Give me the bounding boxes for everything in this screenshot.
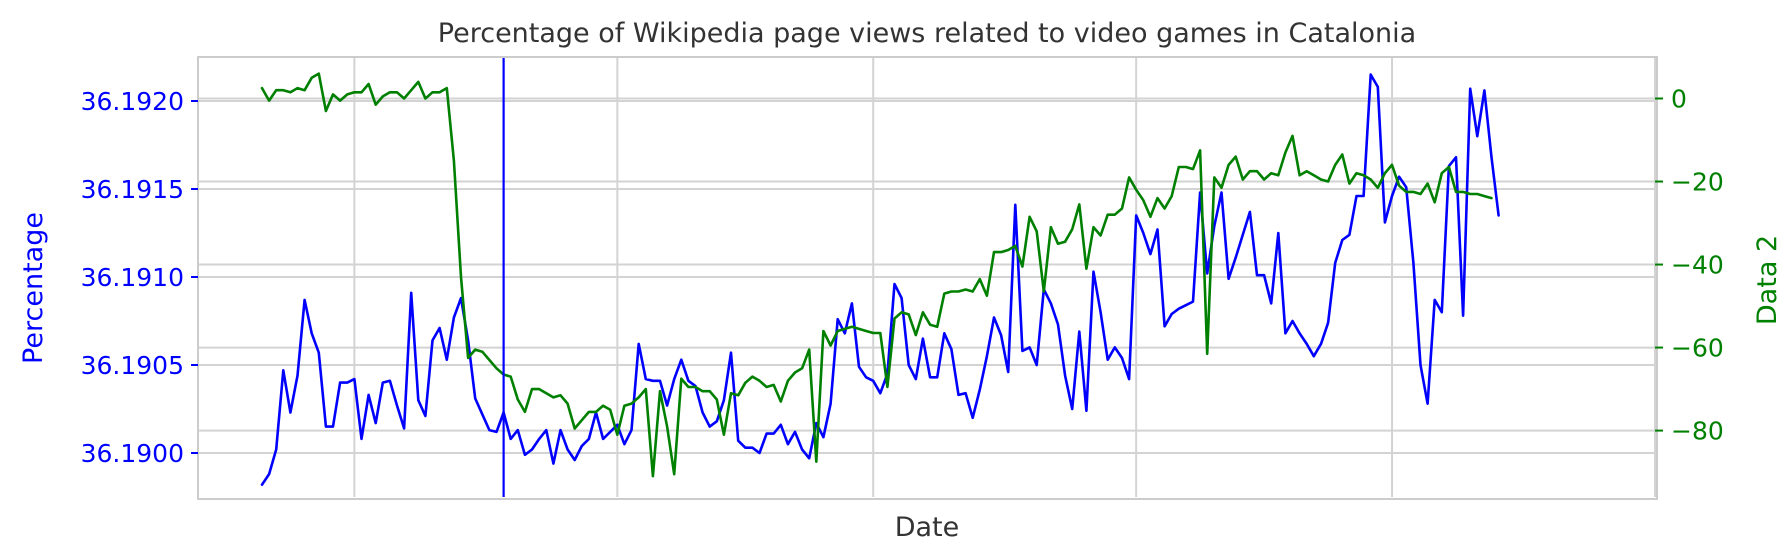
y2-tick-label: −60 xyxy=(1671,334,1724,363)
y-axis-label: Percentage xyxy=(18,212,49,364)
y-tick-label: 36.1910 xyxy=(81,263,184,292)
percentage-series-line xyxy=(260,73,1500,487)
left-axis: 36.1900 36.1905 36.1910 36.1915 36.1920 xyxy=(81,87,198,468)
y2-axis-label: Data 2 xyxy=(1752,235,1783,325)
right-axis: −80 −60 −40 −20 0 xyxy=(1655,85,1724,446)
y-tick-label: 36.1920 xyxy=(81,87,184,116)
y2-tick-label: −20 xyxy=(1671,168,1724,197)
y2-tick-label: −80 xyxy=(1671,417,1724,446)
x-axis-label: Date xyxy=(895,512,960,543)
y2-tick-label: −40 xyxy=(1671,251,1724,280)
grid-lines xyxy=(198,57,1656,497)
y-tick-label: 36.1905 xyxy=(81,351,184,380)
y-tick-label: 36.1915 xyxy=(81,175,184,204)
y2-tick-label: 0 xyxy=(1671,85,1687,114)
series-lines xyxy=(260,72,1500,487)
data2-series-line xyxy=(260,72,1493,478)
chart-title: Percentage of Wikipedia page views relat… xyxy=(438,18,1416,49)
y-tick-label: 36.1900 xyxy=(81,439,184,468)
